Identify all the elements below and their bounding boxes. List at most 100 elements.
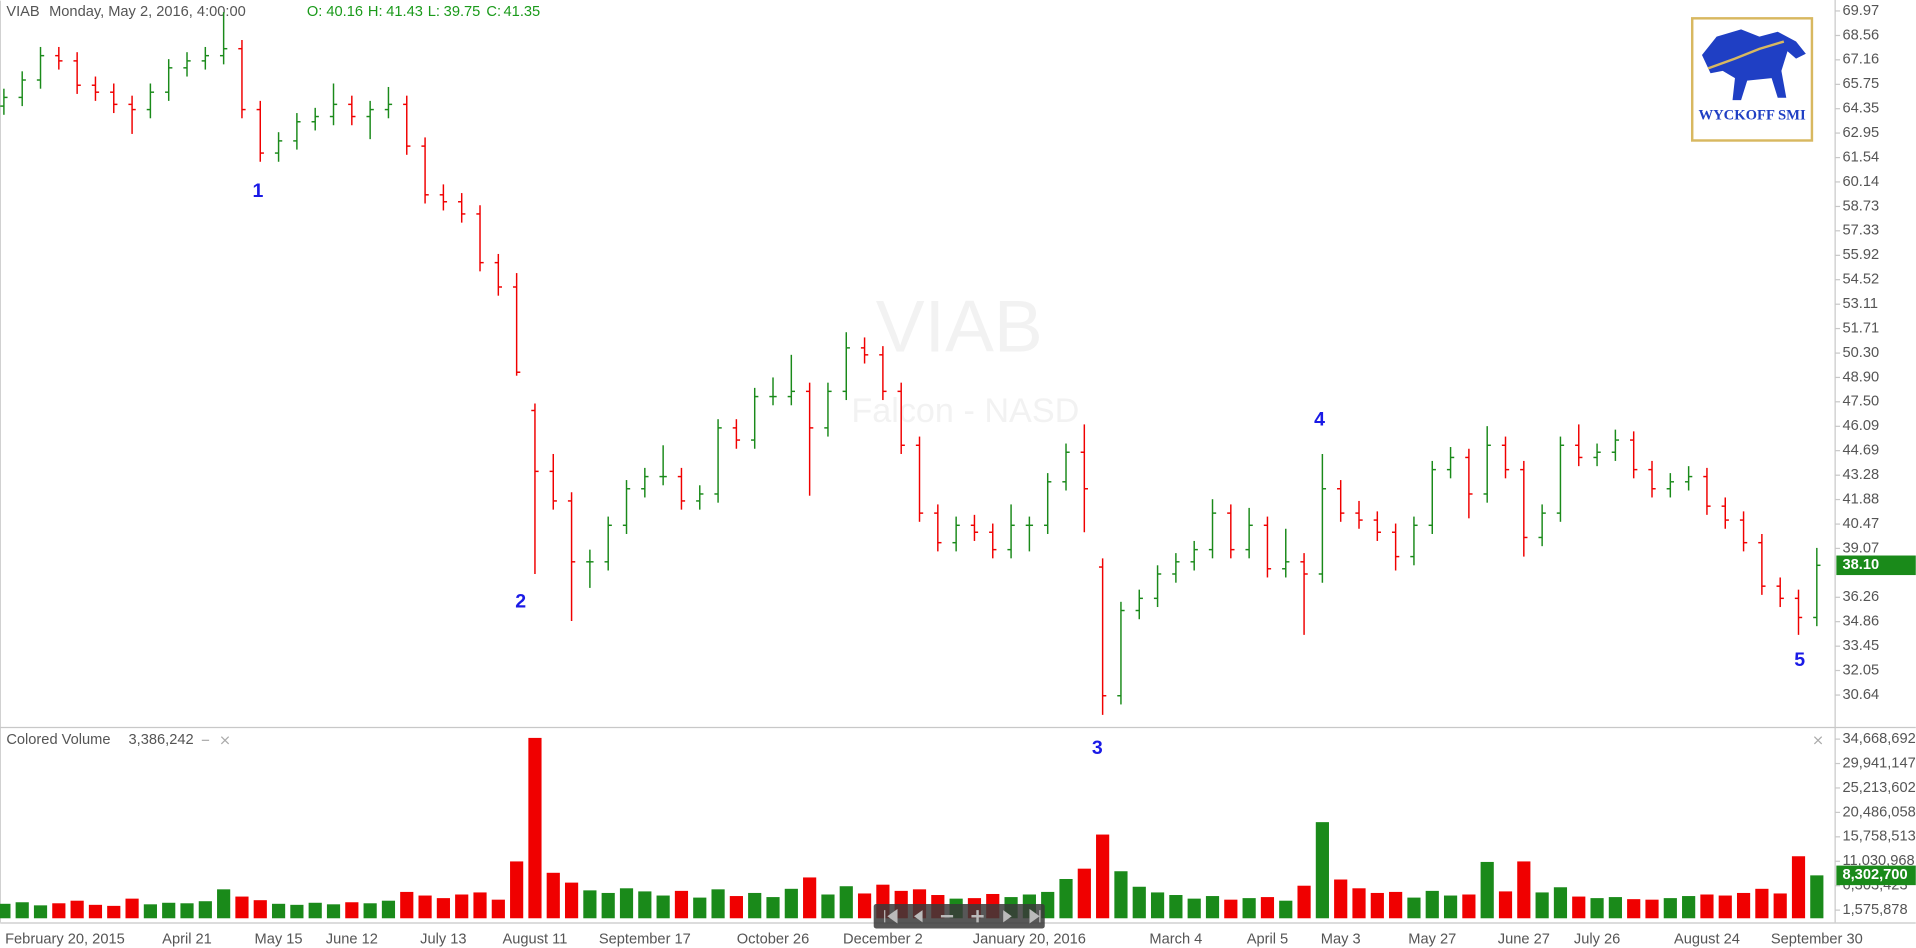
volume-bar (1535, 892, 1549, 919)
volume-bar (198, 901, 212, 919)
y-tick-label: 33.45 (1842, 638, 1879, 654)
open-value: 40.16 (326, 4, 363, 20)
volume-bar (33, 905, 48, 919)
y-tick-label: 65.75 (1842, 76, 1879, 92)
navigation-bar (873, 904, 1045, 929)
volume-bar (1443, 895, 1458, 919)
x-tick-label: December 2 (843, 931, 923, 947)
y-tick-label: 30.64 (1842, 687, 1879, 703)
logo-text: WYCKOFF SMI (1698, 107, 1806, 123)
volume-bar (619, 888, 634, 919)
volume-bar (656, 895, 670, 919)
y-tick-label: 44.69 (1842, 443, 1879, 459)
volume-bar (546, 872, 560, 919)
y-tick-label: 29,941,147 (1842, 755, 1915, 771)
volume-bar (803, 877, 817, 919)
high-label: H: (368, 4, 383, 20)
wave-annotation: 4 (1314, 408, 1325, 430)
y-tick-label: 32.05 (1842, 662, 1879, 678)
volume-bar (1810, 875, 1824, 919)
logo: WYCKOFF SMI (1690, 17, 1814, 142)
x-tick-label: April 5 (1247, 931, 1289, 947)
x-tick-label: May 15 (255, 931, 303, 947)
volume-bar (1462, 894, 1476, 919)
y-tick-label: 64.35 (1842, 101, 1879, 117)
x-tick-label: March 4 (1149, 931, 1202, 947)
high-value: 41.43 (386, 4, 423, 20)
volume-bar (1718, 895, 1732, 919)
volume-bar (583, 890, 597, 919)
volume-bar (1315, 822, 1329, 919)
volume-bar (1627, 899, 1641, 919)
x-tick-label: September 17 (599, 931, 691, 947)
volume-bar (1150, 892, 1165, 919)
x-tick-label: June 12 (326, 931, 378, 947)
wave-annotation: 2 (515, 590, 526, 612)
y-tick-label: 40.47 (1842, 516, 1879, 532)
wave-annotation: 1 (253, 180, 264, 202)
volume-bar (143, 904, 157, 919)
pane-close-icon[interactable] (1813, 736, 1823, 745)
y-tick-label: 39.07 (1842, 540, 1879, 556)
volume-bar (271, 903, 286, 919)
x-tick-label: August 11 (503, 931, 568, 947)
volume-bar (1242, 898, 1256, 919)
volume-bar (1077, 868, 1091, 919)
last-value-label: 8,302,700 (1842, 867, 1907, 883)
nav-last[interactable] (1029, 908, 1041, 924)
y-tick-label: 36.26 (1842, 589, 1879, 605)
volume-bar (1498, 891, 1513, 919)
y-tick-label: 11,030,968 (1842, 853, 1914, 869)
nav-first[interactable] (884, 908, 898, 924)
y-tick-label: 60.14 (1842, 174, 1879, 190)
volume-bar (52, 903, 66, 919)
y-tick-label: 34,668,692 (1842, 731, 1915, 747)
volume-bar (381, 900, 396, 919)
symbol: VIAB (6, 4, 39, 20)
x-tick-label: July 26 (1574, 931, 1620, 947)
close-value: 41.35 (504, 4, 541, 20)
volume-bar (1169, 895, 1183, 919)
logo-arrow (1707, 40, 1785, 70)
volume-bar (162, 902, 176, 919)
volume-bar (1297, 885, 1311, 919)
x-tick-label: January 20, 2016 (973, 931, 1086, 947)
volume-bar (1370, 892, 1384, 919)
datetime: Monday, May 2, 2016, 4:00:00 (49, 4, 246, 20)
volume-bar (1517, 861, 1531, 919)
nav-zoom-in[interactable] (971, 910, 984, 923)
volume-bar (326, 904, 341, 919)
volume-bar (1132, 886, 1146, 919)
volume-bar (1114, 871, 1128, 919)
volume-bar (729, 896, 743, 919)
watermark-exchange: Falcon - NASD (851, 392, 1079, 430)
volume-title: Colored Volume (6, 732, 110, 748)
wave-annotation: 5 (1794, 649, 1805, 671)
y-tick-label: 48.90 (1842, 369, 1879, 385)
volume-bar (107, 905, 121, 919)
y-tick-label: 54.52 (1842, 272, 1879, 288)
y-tick-label: 51.71 (1842, 320, 1879, 336)
y-tick-label: 43.28 (1842, 467, 1879, 483)
volume-bar (70, 900, 84, 919)
nav-next[interactable] (1003, 910, 1012, 923)
x-tick-label: May 27 (1408, 931, 1456, 947)
volume-bar (1059, 878, 1073, 919)
x-tick-label: February 20, 2015 (5, 931, 125, 947)
y-tick-label: 67.16 (1842, 52, 1879, 68)
volume-bar (1590, 898, 1604, 919)
y-tick-label: 50.30 (1842, 345, 1879, 361)
nav-prev[interactable] (914, 910, 923, 923)
volume-bar (1260, 897, 1275, 919)
volume-bar (15, 902, 29, 919)
y-tick-label: 53.11 (1842, 296, 1878, 312)
y-tick-label: 47.50 (1842, 394, 1879, 410)
x-tick-label: August 24 (1674, 931, 1740, 947)
close-icon[interactable] (220, 736, 230, 745)
y-tick-label: 62.95 (1842, 125, 1879, 141)
volume-bar (674, 890, 689, 919)
watermark-symbol: VIAB (876, 286, 1043, 368)
x-tick-label: September 30 (1771, 931, 1863, 947)
